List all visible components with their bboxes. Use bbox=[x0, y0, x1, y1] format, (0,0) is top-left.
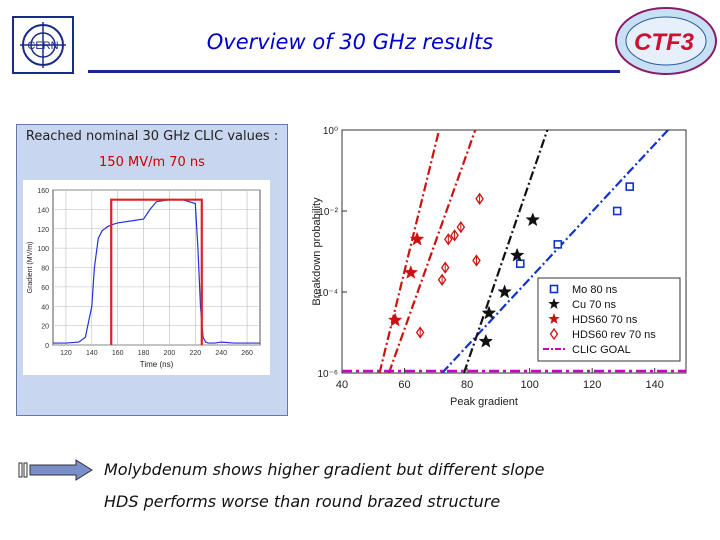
bullet-1: Molybdenum shows higher gradient but dif… bbox=[104, 460, 545, 479]
x-tick-label: 100 bbox=[520, 379, 538, 391]
slide-title: Overview of 30 GHz results bbox=[206, 30, 494, 54]
results-panel: Reached nominal 30 GHz CLIC values : 150… bbox=[16, 124, 288, 416]
legend-label: HDS60 70 ns bbox=[572, 314, 638, 326]
x-tick-label: 140 bbox=[646, 379, 664, 391]
x-axis-label: Time (ns) bbox=[140, 360, 174, 369]
star-marker bbox=[478, 333, 494, 348]
fit-line bbox=[441, 130, 670, 373]
cern-logo: CERN bbox=[12, 16, 74, 74]
fit-line bbox=[387, 130, 477, 373]
legend-box bbox=[537, 277, 681, 362]
y-tick-label: 40 bbox=[41, 304, 49, 311]
pulse-chart: 0 20 40 60 80 100 120 140 160 120 140 160 180 200 220 2… bbox=[27, 188, 261, 369]
breakdown-chart: 10⁰ 10⁻² 10⁻⁴ 10⁻⁶40 60 80 100 120 140 Peak gradi… bbox=[311, 126, 687, 408]
star-marker bbox=[509, 247, 525, 262]
y-tick-label: 60 bbox=[41, 285, 49, 292]
bullet-2: HDS performs worse than round brazed str… bbox=[104, 492, 501, 511]
fit-line bbox=[378, 130, 441, 373]
panel-title: Reached nominal 30 GHz CLIC values : bbox=[25, 129, 279, 144]
ctf3-logo-text: CTF3 bbox=[634, 29, 695, 56]
x-tick-label: 120 bbox=[60, 350, 72, 357]
x-tick-label: 120 bbox=[583, 379, 601, 391]
ctf3-logo: CTF3 bbox=[615, 7, 717, 75]
y-tick-label: 140 bbox=[37, 207, 49, 214]
legend-label: Cu 70 ns bbox=[572, 299, 617, 311]
star-marker bbox=[481, 305, 497, 320]
title-rule bbox=[88, 70, 620, 73]
arrow-icon bbox=[18, 459, 93, 481]
series-line bbox=[53, 199, 260, 344]
y-axis-label: Gradient (MV/m) bbox=[27, 242, 34, 294]
x-tick-label: 140 bbox=[86, 350, 98, 357]
y-tick-label: 10⁻⁴ bbox=[317, 288, 338, 299]
legend-star-marker bbox=[548, 313, 560, 324]
y-tick-label: 120 bbox=[37, 227, 49, 234]
legend-label: CLIC GOAL bbox=[572, 344, 631, 356]
x-tick-label: 40 bbox=[336, 379, 348, 391]
star-marker bbox=[403, 264, 419, 279]
legend-star-marker bbox=[548, 298, 560, 309]
x-axis-label: Peak gradient bbox=[450, 396, 518, 408]
y-tick-label: 80 bbox=[41, 266, 49, 273]
y-tick-label: 10⁻² bbox=[318, 207, 338, 218]
square-marker bbox=[625, 182, 635, 191]
x-tick-label: 160 bbox=[112, 350, 124, 357]
x-tick-label: 260 bbox=[241, 350, 253, 357]
star-marker bbox=[387, 312, 403, 327]
pulse-chart-frame: 0 20 40 60 80 100 120 140 160 120 140 160 180 200 220 2… bbox=[23, 180, 270, 375]
y-tick-label: 20 bbox=[41, 324, 49, 331]
plot-marks bbox=[342, 130, 686, 373]
y-tick-label: 10⁰ bbox=[323, 126, 338, 137]
x-tick-label: 240 bbox=[215, 350, 227, 357]
legend-square-marker bbox=[549, 284, 559, 294]
x-tick-label: 80 bbox=[461, 379, 473, 391]
y-tick-label: 0 bbox=[45, 343, 49, 350]
legend-label: Mo 80 ns bbox=[572, 284, 618, 296]
y-tick-label: 160 bbox=[37, 188, 49, 195]
panel-subtitle: 150 MV/m 70 ns bbox=[99, 155, 205, 170]
square-marker bbox=[612, 206, 622, 216]
star-marker bbox=[409, 231, 425, 246]
star-marker bbox=[497, 284, 512, 299]
star-marker bbox=[525, 212, 541, 227]
square-marker bbox=[515, 259, 525, 268]
legend-diamond-marker bbox=[549, 327, 559, 341]
fit-line bbox=[462, 130, 549, 373]
x-tick-label: 180 bbox=[138, 350, 150, 357]
y-tick-label: 10⁻⁶ bbox=[317, 369, 338, 380]
legend-label: HDS60 rev 70 ns bbox=[572, 329, 656, 341]
x-tick-label: 220 bbox=[189, 350, 201, 357]
x-tick-label: 60 bbox=[398, 379, 410, 391]
x-tick-label: 200 bbox=[164, 350, 176, 357]
y-tick-label: 100 bbox=[37, 246, 49, 253]
series-line bbox=[110, 198, 203, 345]
square-marker bbox=[553, 240, 563, 249]
cern-logo-text: CERN bbox=[27, 40, 58, 52]
y-axis-label: Breakdown probability bbox=[311, 197, 323, 306]
chart-legend: Mo 80 ns Cu 70 ns HDS60 70 ns HDS60 rev 70 … bbox=[537, 277, 681, 362]
